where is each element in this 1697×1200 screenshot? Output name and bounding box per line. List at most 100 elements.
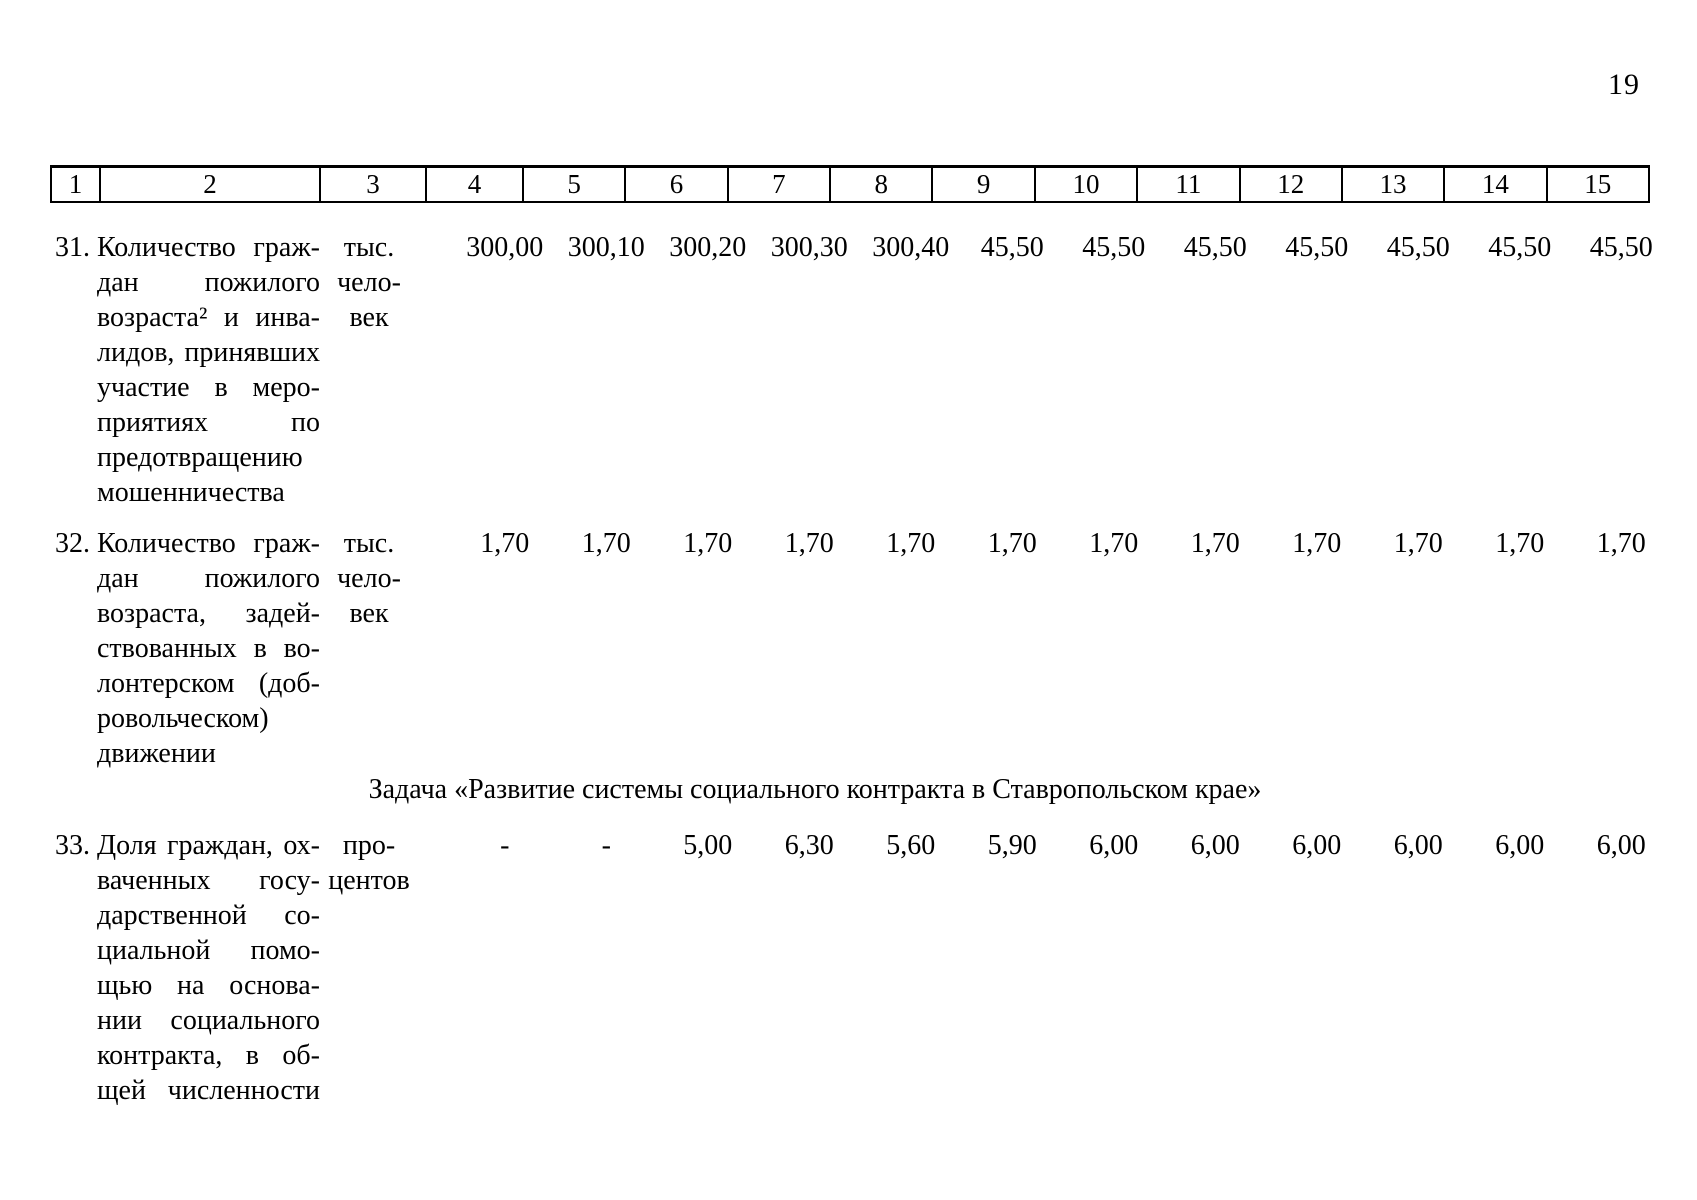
header-cell: 8: [829, 168, 931, 201]
indicator-values: 1,70 1,70 1,70 1,70 1,70 1,70 1,70 1,70 1,70 1,70…: [418, 526, 1672, 561]
value-cell: 45,50: [1589, 232, 1653, 263]
indicator-name-line: лидов, принявших: [97, 337, 320, 368]
section-heading: Задача «Развитие системы социального кон…: [368, 774, 1262, 805]
header-cell: 2: [99, 168, 319, 201]
unit-of-measure: тыс. чело-век: [320, 230, 418, 335]
indicator-name-line: участие в меро-: [97, 372, 320, 403]
header-cell: 9: [931, 168, 1033, 201]
indicator-name-line: приятиях по: [97, 407, 320, 438]
header-cell: 10: [1033, 168, 1136, 201]
header-cell: 3: [319, 168, 425, 201]
value-cell: 6,00: [1089, 830, 1139, 861]
value-cell: 1,70: [480, 528, 530, 559]
indicator-name-line: предотвращению: [97, 442, 303, 473]
header-cell: 6: [624, 168, 726, 201]
value-cell: 1,70: [886, 528, 936, 559]
indicator-name-line: циальной помо-: [97, 935, 320, 966]
unit-of-measure: тыс. чело-век: [320, 526, 418, 631]
unit-line: про-: [342, 830, 396, 861]
value-cell: 1,70: [1190, 528, 1240, 559]
header-cell: 13: [1340, 168, 1443, 201]
value-cell: 1,70: [1292, 528, 1342, 559]
table-column-number-header: 1 2 3 4 5 6 7 8 9 10 11 12 13 14 15: [50, 165, 1650, 203]
indicator-name-line: ровольческом): [97, 703, 269, 734]
indicator-name-line: возраста² и инва-: [97, 302, 320, 333]
value-cell: 1,70: [581, 528, 631, 559]
indicator-name-line: лонтерском (доб-: [97, 668, 320, 699]
value-cell: 5,60: [886, 830, 936, 861]
value-cell: 45,50: [1488, 232, 1552, 263]
indicator-name-line: ваченных госу-: [97, 865, 320, 896]
header-cell: 12: [1238, 168, 1341, 201]
indicator-name-line: нии социального: [97, 1005, 320, 1036]
indicator-name-line: движении: [97, 738, 216, 769]
value-cell: 1,70: [683, 528, 733, 559]
indicator-row: 33. Доля граждан, ох-ваченных госу-дарст…: [50, 828, 1672, 1108]
unit-of-measure: про-центов: [320, 828, 418, 898]
value-cell: 1,70: [1393, 528, 1443, 559]
header-cell: 7: [726, 168, 829, 201]
value-cell: 6,00: [1596, 830, 1646, 861]
indicator-name-line: мошенничества: [97, 477, 285, 508]
value-cell: 6,00: [1292, 830, 1342, 861]
indicator-name-line: Количество граж-: [97, 232, 320, 263]
indicator-name: Количество граж-дан пожилого возраста, за…: [97, 526, 320, 771]
value-cell: 300,40: [872, 232, 950, 263]
indicator-name-line: Доля граждан, ох-: [97, 830, 320, 861]
value-cell: 45,50: [1183, 232, 1247, 263]
page-number: 19: [1608, 68, 1640, 101]
indicator-name: Доля граждан, ох-ваченных госу-дарственн…: [97, 828, 320, 1108]
value-cell: 300,30: [770, 232, 848, 263]
indicator-values: 300,00 300,10 300,20 300,30 300,40 45,50 45,50…: [418, 230, 1672, 265]
value-cell: -: [500, 830, 510, 861]
value-cell: 45,50: [1082, 232, 1146, 263]
header-cell: 1: [68, 169, 83, 199]
unit-line: тыс.: [343, 528, 395, 559]
row-number: 33.: [55, 830, 90, 861]
value-cell: 6,30: [784, 830, 834, 861]
unit-line: тыс.: [343, 232, 395, 263]
value-cell: 300,20: [669, 232, 747, 263]
value-cell: 6,00: [1495, 830, 1545, 861]
header-cell: 5: [522, 168, 624, 201]
unit-line: чело-: [337, 267, 401, 298]
header-cell: 15: [1545, 168, 1648, 201]
value-cell: -: [601, 830, 611, 861]
value-cell: 1,70: [1495, 528, 1545, 559]
indicator-row: 31. Количество граж-дан пожилого возраста…: [50, 230, 1672, 510]
value-cell: 6,00: [1190, 830, 1240, 861]
indicator-name-line: контракта, в об-: [97, 1040, 320, 1071]
value-cell: 45,50: [1285, 232, 1349, 263]
header-cell: 11: [1136, 168, 1238, 201]
value-cell: 300,10: [567, 232, 645, 263]
header-cell: 14: [1443, 168, 1545, 201]
unit-line: век: [349, 302, 389, 333]
value-cell: 300,00: [466, 232, 544, 263]
indicator-name-line: Количество граж-: [97, 528, 320, 559]
indicator-name-line: дарственной со-: [97, 900, 320, 931]
value-cell: 5,90: [987, 830, 1037, 861]
value-cell: 1,70: [987, 528, 1037, 559]
indicator-values: - - 5,00 6,30 5,60 5,90 6,00 6,00 6,00 6,00 6,00 6,…: [418, 828, 1672, 863]
indicator-name-line: дан пожилого: [97, 267, 320, 298]
indicator-row: 32. Количество граж-дан пожилого возраста…: [50, 526, 1672, 771]
value-cell: 5,00: [683, 830, 733, 861]
indicator-name-line: щью на основа-: [97, 970, 320, 1001]
value-cell: 1,70: [1596, 528, 1646, 559]
indicator-name-line: возраста, задей-: [97, 598, 320, 629]
indicator-name: Количество граж-дан пожилого возраста² и …: [97, 230, 320, 510]
unit-line: центов: [328, 865, 410, 896]
value-cell: 6,00: [1393, 830, 1443, 861]
unit-line: чело-: [337, 563, 401, 594]
value-cell: 45,50: [1386, 232, 1450, 263]
indicator-name-line: щей численности: [97, 1075, 320, 1106]
row-number: 32.: [55, 528, 90, 559]
row-number: 31.: [55, 232, 90, 263]
unit-line: век: [349, 598, 389, 629]
header-cell: 4: [425, 168, 522, 201]
indicator-name-line: дан пожилого: [97, 563, 320, 594]
value-cell: 1,70: [784, 528, 834, 559]
indicator-name-line: ствованных в во-: [97, 633, 320, 664]
value-cell: 1,70: [1089, 528, 1139, 559]
